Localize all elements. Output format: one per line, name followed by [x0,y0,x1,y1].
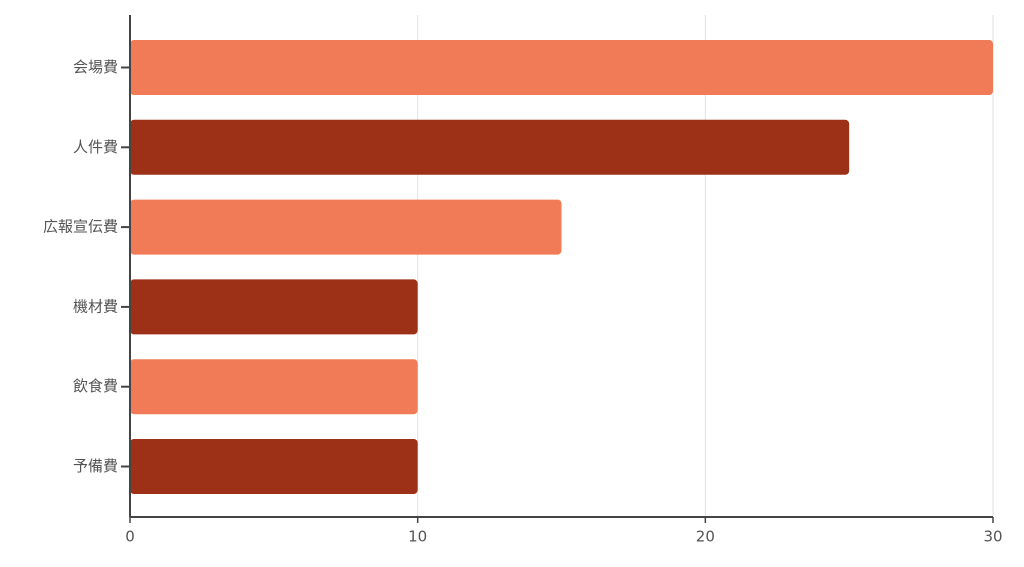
x-tick-label: 20 [696,528,715,546]
bar [130,279,418,335]
y-tick-label: 人件費 [73,138,118,156]
bar [130,119,850,175]
y-tick-label: 機材費 [73,297,118,315]
bar [130,359,418,415]
bar [130,439,418,494]
y-tick-label: 会場費 [73,58,118,76]
bar [130,40,993,95]
bar [130,199,562,255]
y-tick-label: 予備費 [73,457,118,475]
x-tick-label: 30 [983,528,1002,546]
y-tick-label: 広報宣伝費 [43,218,118,236]
x-tick-label: 10 [408,528,427,546]
x-tick-label: 0 [125,528,135,546]
y-tick-label: 飲食費 [73,377,118,395]
